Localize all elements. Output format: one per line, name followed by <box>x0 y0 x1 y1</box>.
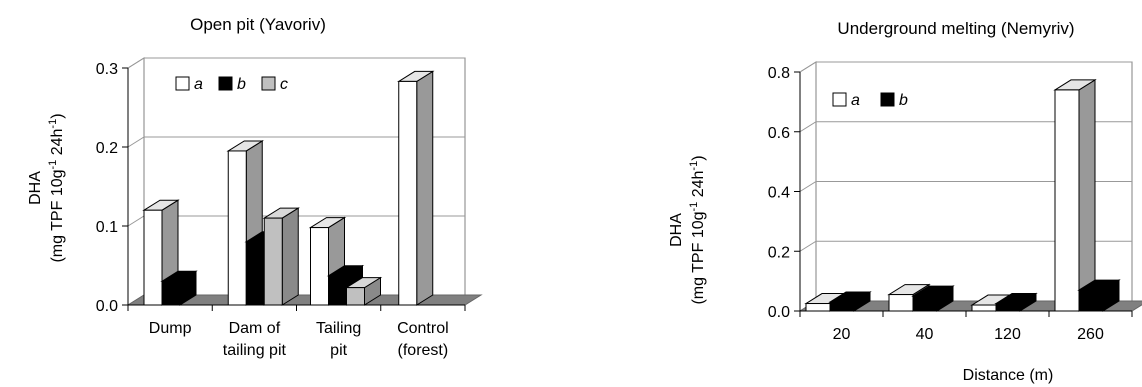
side-wall <box>127 57 145 306</box>
bar-front <box>888 294 914 312</box>
legend-label: c <box>280 76 288 93</box>
bar-front <box>398 80 418 306</box>
bar-front <box>1054 89 1080 312</box>
bar-side <box>1078 79 1096 312</box>
legend-item-a: a <box>832 92 860 109</box>
x-axis: Dump Dam of tailing pit Tailing pit Control (f… <box>127 305 466 359</box>
bar-c <box>262 207 300 306</box>
y-axis-label: DHA (mg TPF 10g-1 24h-1) <box>668 155 707 304</box>
legend-swatch <box>218 76 233 91</box>
gridlines <box>799 61 1132 252</box>
y-axis-label-line1: DHA <box>668 213 685 247</box>
y-tick-label: 0.0 <box>96 298 118 315</box>
gridline <box>799 240 1132 252</box>
x-tick-label: 120 <box>994 326 1021 343</box>
bar-front <box>1078 289 1104 312</box>
legend-label: a <box>194 76 203 93</box>
bar-front <box>143 209 163 306</box>
bar-c <box>344 276 383 306</box>
x-tick-label: Dump <box>149 320 192 337</box>
bar-b <box>911 285 955 312</box>
bar-front <box>346 287 365 306</box>
legend-item-c: c <box>261 76 288 93</box>
gridline <box>799 181 1132 192</box>
bar-side <box>416 70 434 306</box>
y-tick-label: 0.2 <box>96 140 118 157</box>
bars <box>142 70 435 306</box>
chart-title: Open pit (Yavoriv) <box>190 15 326 34</box>
x-tick-label: (forest) <box>398 342 449 359</box>
legend: a b c <box>175 76 288 93</box>
bar-a <box>226 140 264 306</box>
x-tick-label: Control <box>397 320 449 337</box>
bar-front <box>328 275 347 306</box>
bar-front <box>912 295 938 312</box>
gridline <box>127 136 465 148</box>
legend-label: b <box>899 92 908 109</box>
y-axis-label: DHA (mg TPF 10g-1 24h-1) <box>27 113 66 262</box>
bar-front <box>161 280 181 306</box>
bar-front <box>971 304 997 312</box>
y-tick-label: 0.8 <box>768 65 790 82</box>
y-axis-label-line2: (mg TPF 10g-1 24h-1) <box>688 155 707 304</box>
bar-b <box>160 270 198 306</box>
bar-front <box>805 303 831 312</box>
x-tick-label: Dam of <box>229 320 281 337</box>
legend-swatch <box>261 76 276 91</box>
legend-label: a <box>851 92 860 109</box>
bar-front <box>310 227 329 306</box>
legend-item-b: b <box>880 92 908 109</box>
y-axis: 0.0 0.1 0.2 0.3 <box>96 61 129 315</box>
chart-open-pit: Open pit (Yavoriv) 0.0 0.1 0.2 0.3 Dump Dam … <box>27 15 483 359</box>
x-axis-label: Distance (m) <box>963 367 1054 384</box>
legend-swatch <box>175 76 190 91</box>
bar-front <box>245 241 265 306</box>
legend-swatch <box>880 92 895 107</box>
x-tick-label: 20 <box>833 326 851 343</box>
x-tick-label: tailing pit <box>223 342 287 359</box>
legend-swatch <box>832 92 847 107</box>
x-axis: 20 40 120 260 <box>799 311 1133 343</box>
x-tick-label: pit <box>330 342 347 359</box>
chart-title: Underground melting (Nemyriv) <box>837 19 1074 38</box>
gridline <box>799 121 1132 133</box>
gridline <box>127 57 465 69</box>
y-axis: 0.0 0.2 0.4 0.6 0.8 <box>768 65 801 321</box>
y-tick-label: 0.6 <box>768 125 790 142</box>
x-tick-label: 40 <box>916 326 934 343</box>
legend-label: b <box>237 76 246 93</box>
bar-front <box>829 301 855 312</box>
bar-a <box>397 70 435 306</box>
bar-front <box>263 217 283 306</box>
legend-item-a: a <box>175 76 203 93</box>
bar-b <box>994 292 1038 312</box>
y-tick-label: 0.4 <box>768 185 790 202</box>
bar-front <box>995 303 1021 312</box>
bars <box>804 79 1121 312</box>
y-tick-label: 0.1 <box>96 219 118 236</box>
gridline <box>799 61 1132 73</box>
y-axis-label-line1: DHA <box>27 171 44 205</box>
bar-b <box>828 291 872 312</box>
bar-b <box>1077 279 1121 312</box>
y-tick-label: 0.0 <box>768 304 790 321</box>
y-tick-label: 0.3 <box>96 61 118 78</box>
bar-side <box>281 207 299 306</box>
y-axis-label-line2: (mg TPF 10g-1 24h-1) <box>47 113 66 262</box>
bar-front <box>227 150 247 306</box>
y-tick-label: 0.2 <box>768 244 790 261</box>
bar-a <box>1053 79 1097 312</box>
chart-underground-melting: Underground melting (Nemyriv) 0.00.20.40… <box>668 19 1142 384</box>
x-tick-label: 260 <box>1077 326 1104 343</box>
legend-item-b: b <box>218 76 246 93</box>
x-tick-label: Tailing <box>316 320 361 337</box>
